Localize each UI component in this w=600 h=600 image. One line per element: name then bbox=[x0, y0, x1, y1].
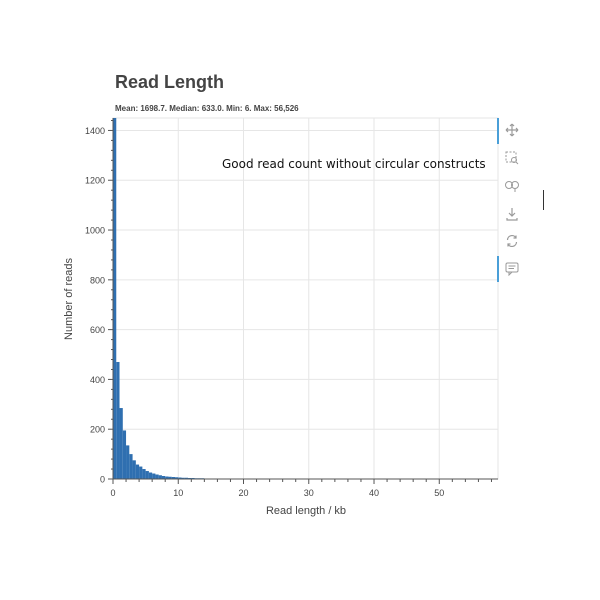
histogram-bar bbox=[184, 477, 189, 479]
y-axis-label: Number of reads bbox=[63, 258, 75, 340]
text-cursor bbox=[543, 190, 544, 210]
histogram-bar bbox=[113, 118, 117, 479]
y-tick-label: 800 bbox=[90, 275, 105, 285]
histogram-bar bbox=[135, 464, 140, 479]
histogram-bars bbox=[113, 118, 485, 479]
histogram-bar bbox=[148, 472, 153, 479]
histogram-bar bbox=[168, 476, 172, 479]
active-indicator-inspect bbox=[497, 256, 499, 282]
wheel-zoom-icon[interactable] bbox=[501, 176, 523, 196]
histogram-bar bbox=[161, 476, 166, 479]
x-tick-label: 30 bbox=[304, 488, 314, 498]
pan-icon[interactable] bbox=[501, 120, 523, 140]
histogram-bar bbox=[145, 471, 149, 479]
histogram-bar bbox=[152, 473, 156, 479]
y-tick-label: 0 bbox=[100, 475, 105, 485]
x-tick-label: 50 bbox=[434, 488, 444, 498]
reset-icon[interactable] bbox=[501, 231, 523, 251]
y-tick-label: 400 bbox=[90, 375, 105, 385]
y-tick-label: 1000 bbox=[85, 226, 105, 236]
x-tick-label: 0 bbox=[110, 488, 115, 498]
axes: 0 200 400 600 800 1000 1200 1400 0 10 20 30 40 50 bbox=[85, 118, 498, 498]
grid-lines bbox=[112, 117, 499, 480]
plot-toolbar bbox=[497, 117, 525, 287]
histogram-bar bbox=[142, 469, 146, 479]
histogram-bar bbox=[174, 477, 179, 479]
histogram-bar bbox=[126, 445, 130, 479]
histogram-bar bbox=[178, 477, 182, 479]
chart-annotation: Good read count without circular constru… bbox=[222, 157, 486, 171]
hover-icon[interactable] bbox=[501, 259, 523, 279]
chart-title: Read Length bbox=[115, 72, 225, 92]
y-tick-label: 1200 bbox=[85, 176, 105, 186]
box-zoom-icon[interactable] bbox=[501, 148, 523, 168]
histogram-bar bbox=[171, 477, 175, 479]
histogram-bar bbox=[116, 361, 120, 479]
x-tick-label: 40 bbox=[369, 488, 379, 498]
x-tick-label: 10 bbox=[173, 488, 183, 498]
histogram-bar bbox=[181, 477, 185, 479]
y-tick-label: 1400 bbox=[85, 126, 105, 136]
histogram-bar bbox=[155, 474, 159, 479]
histogram-bar bbox=[129, 454, 133, 479]
chart-subtitle: Mean: 1698.7. Median: 633.0. Min: 6. Max… bbox=[115, 104, 299, 113]
histogram-bar bbox=[165, 476, 169, 479]
x-tick-label: 20 bbox=[239, 488, 249, 498]
active-indicator-drag bbox=[497, 118, 499, 144]
histogram-bar bbox=[139, 466, 143, 479]
save-icon[interactable] bbox=[501, 204, 523, 224]
y-tick-label: 600 bbox=[90, 325, 105, 335]
histogram-bar bbox=[132, 460, 136, 479]
x-axis-label: Read length / kb bbox=[266, 505, 346, 517]
histogram-bar bbox=[119, 408, 123, 479]
y-tick-label: 200 bbox=[90, 425, 105, 435]
plot-frame bbox=[112, 117, 499, 480]
histogram-bar bbox=[158, 475, 162, 479]
histogram-bar bbox=[122, 430, 127, 479]
